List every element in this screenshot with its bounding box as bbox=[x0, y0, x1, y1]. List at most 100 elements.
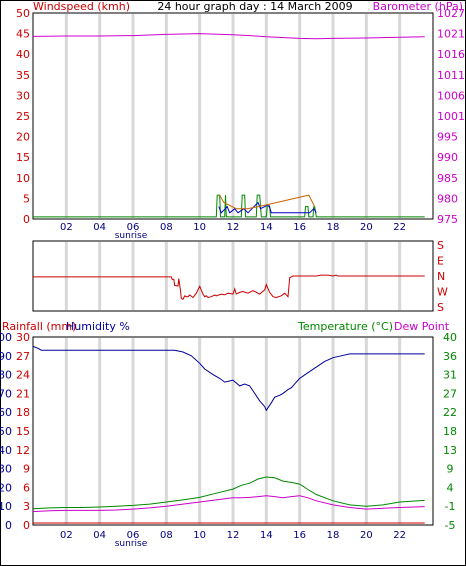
x-tick-label: 12 bbox=[227, 222, 240, 233]
y-tick-label: 27 bbox=[443, 387, 457, 400]
x-tick-label: 10 bbox=[193, 222, 206, 233]
y-tick-label: 1021 bbox=[437, 28, 465, 41]
right-axis-title-temperature: Temperature (°C) bbox=[297, 320, 393, 333]
panel3-gridlines bbox=[64, 338, 402, 524]
x-tick-label: 08 bbox=[160, 530, 173, 541]
x-tick-label: 10 bbox=[193, 530, 206, 541]
y-tick-label: 30 bbox=[16, 89, 30, 102]
y-tick-label: 90 bbox=[0, 350, 12, 363]
y-tick-label: 985 bbox=[437, 172, 458, 185]
x-tick-label: 04 bbox=[93, 530, 106, 541]
x-tick-label: 22 bbox=[393, 222, 406, 233]
right-axis-title-barometer: Barometer (hPa) bbox=[373, 0, 463, 13]
panel1-x-ticks: 02 04 06 08 10 12 14 16 18 20 22 bbox=[60, 222, 406, 233]
y-tick-label: -1 bbox=[445, 500, 456, 513]
panel1-left-ticks: 0 5 10 15 20 25 30 35 40 45 50 bbox=[16, 7, 30, 226]
x-tick-label: 02 bbox=[60, 530, 73, 541]
y-tick-label: 1011 bbox=[437, 69, 465, 82]
x-tick-label: 18 bbox=[327, 530, 340, 541]
panel3-series bbox=[32, 345, 425, 524]
y-tick-label: 21 bbox=[16, 387, 30, 400]
y-tick-label: 9 bbox=[447, 463, 454, 476]
barometer-line bbox=[32, 33, 425, 40]
y-tick-label: 9 bbox=[23, 463, 30, 476]
y-tick-label: 12 bbox=[16, 444, 30, 457]
direction-label: N bbox=[437, 270, 445, 283]
y-tick-label: 20 bbox=[16, 131, 30, 144]
x-tick-label: 20 bbox=[360, 530, 373, 541]
y-tick-label: 995 bbox=[437, 131, 458, 144]
y-tick-label: 35 bbox=[16, 69, 30, 82]
y-tick-label: 30 bbox=[0, 463, 12, 476]
y-tick-label: 10 bbox=[16, 172, 30, 185]
y-tick-label: 40 bbox=[0, 444, 12, 457]
temperature-line bbox=[32, 476, 425, 510]
y-tick-label: 100 bbox=[0, 331, 12, 344]
wind-line bbox=[219, 194, 316, 210]
direction-label: W bbox=[437, 286, 448, 299]
y-tick-label: 0 bbox=[5, 519, 12, 532]
y-tick-label: 1027 bbox=[437, 7, 465, 20]
y-tick-label: 990 bbox=[437, 151, 458, 164]
y-tick-label: 3 bbox=[23, 500, 30, 513]
y-tick-label: 15 bbox=[16, 425, 30, 438]
x-tick-label: 06 bbox=[127, 222, 140, 233]
direction-label: E bbox=[437, 255, 444, 268]
y-tick-label: 0 bbox=[23, 519, 30, 532]
y-tick-label: 70 bbox=[0, 387, 12, 400]
y-tick-label: 24 bbox=[16, 369, 30, 382]
y-tick-label: 22 bbox=[443, 406, 457, 419]
y-tick-label: 10 bbox=[0, 500, 12, 513]
panel1-gridlines bbox=[64, 14, 402, 218]
direction-label: S bbox=[437, 301, 444, 314]
sunrise-label-top: sunrise bbox=[115, 231, 148, 241]
x-tick-label: 16 bbox=[293, 222, 306, 233]
y-tick-label: 4 bbox=[447, 481, 454, 494]
y-tick-label: 975 bbox=[437, 213, 458, 226]
y-tick-label: 60 bbox=[0, 406, 12, 419]
x-tick-label: 22 bbox=[393, 530, 406, 541]
wind-direction-line bbox=[33, 274, 425, 300]
x-tick-label: 14 bbox=[260, 222, 273, 233]
y-tick-label: 15 bbox=[16, 151, 30, 164]
panel2-series bbox=[33, 274, 425, 300]
left-axis-title-humidity: Humidity % bbox=[66, 320, 130, 333]
x-tick-label: 12 bbox=[227, 530, 240, 541]
left-axis-title-windspeed: Windspeed (kmh) bbox=[33, 0, 130, 13]
y-tick-label: 20 bbox=[0, 481, 12, 494]
y-tick-label: 50 bbox=[0, 425, 12, 438]
panel1-series bbox=[32, 33, 425, 218]
y-tick-label: 13 bbox=[443, 444, 457, 457]
y-tick-label: 27 bbox=[16, 350, 30, 363]
left-axis-title-rainfall: Rainfall (mm) bbox=[2, 320, 76, 333]
x-tick-label: 02 bbox=[60, 222, 73, 233]
y-tick-label: 1006 bbox=[437, 89, 465, 102]
direction-label: S bbox=[437, 239, 444, 252]
y-tick-label: 40 bbox=[443, 331, 457, 344]
y-tick-label: 31 bbox=[443, 369, 457, 382]
y-tick-label: 6 bbox=[23, 481, 30, 494]
x-tick-label: 18 bbox=[327, 222, 340, 233]
y-tick-label: 25 bbox=[16, 110, 30, 123]
y-tick-label: 980 bbox=[437, 192, 458, 205]
y-tick-label: 80 bbox=[0, 369, 12, 382]
x-tick-label: 08 bbox=[160, 222, 173, 233]
panel3-right-ticks: -5 -1 4 9 13 18 22 27 31 36 40 bbox=[443, 331, 457, 532]
y-tick-label: 45 bbox=[16, 28, 30, 41]
panel3-x-ticks: 02 04 06 08 10 12 14 16 18 20 22 bbox=[60, 530, 406, 541]
right-axis-title-dewpoint: Dew Point bbox=[394, 320, 450, 333]
y-tick-label: 1001 bbox=[437, 110, 465, 123]
panel1-right-ticks: 975 980 985 990 995 1001 1006 1011 1016 1021 1027 bbox=[437, 7, 465, 226]
x-tick-label: 20 bbox=[360, 222, 373, 233]
y-tick-label: 50 bbox=[16, 7, 30, 20]
y-tick-label: -5 bbox=[445, 519, 456, 532]
sunrise-label-bottom: sunrise bbox=[115, 539, 148, 549]
wind-line bbox=[33, 194, 425, 218]
y-tick-label: 30 bbox=[16, 331, 30, 344]
x-tick-label: 14 bbox=[260, 530, 273, 541]
dewpoint-line bbox=[32, 495, 425, 513]
y-tick-label: 36 bbox=[443, 350, 457, 363]
humidity-line bbox=[32, 345, 425, 412]
